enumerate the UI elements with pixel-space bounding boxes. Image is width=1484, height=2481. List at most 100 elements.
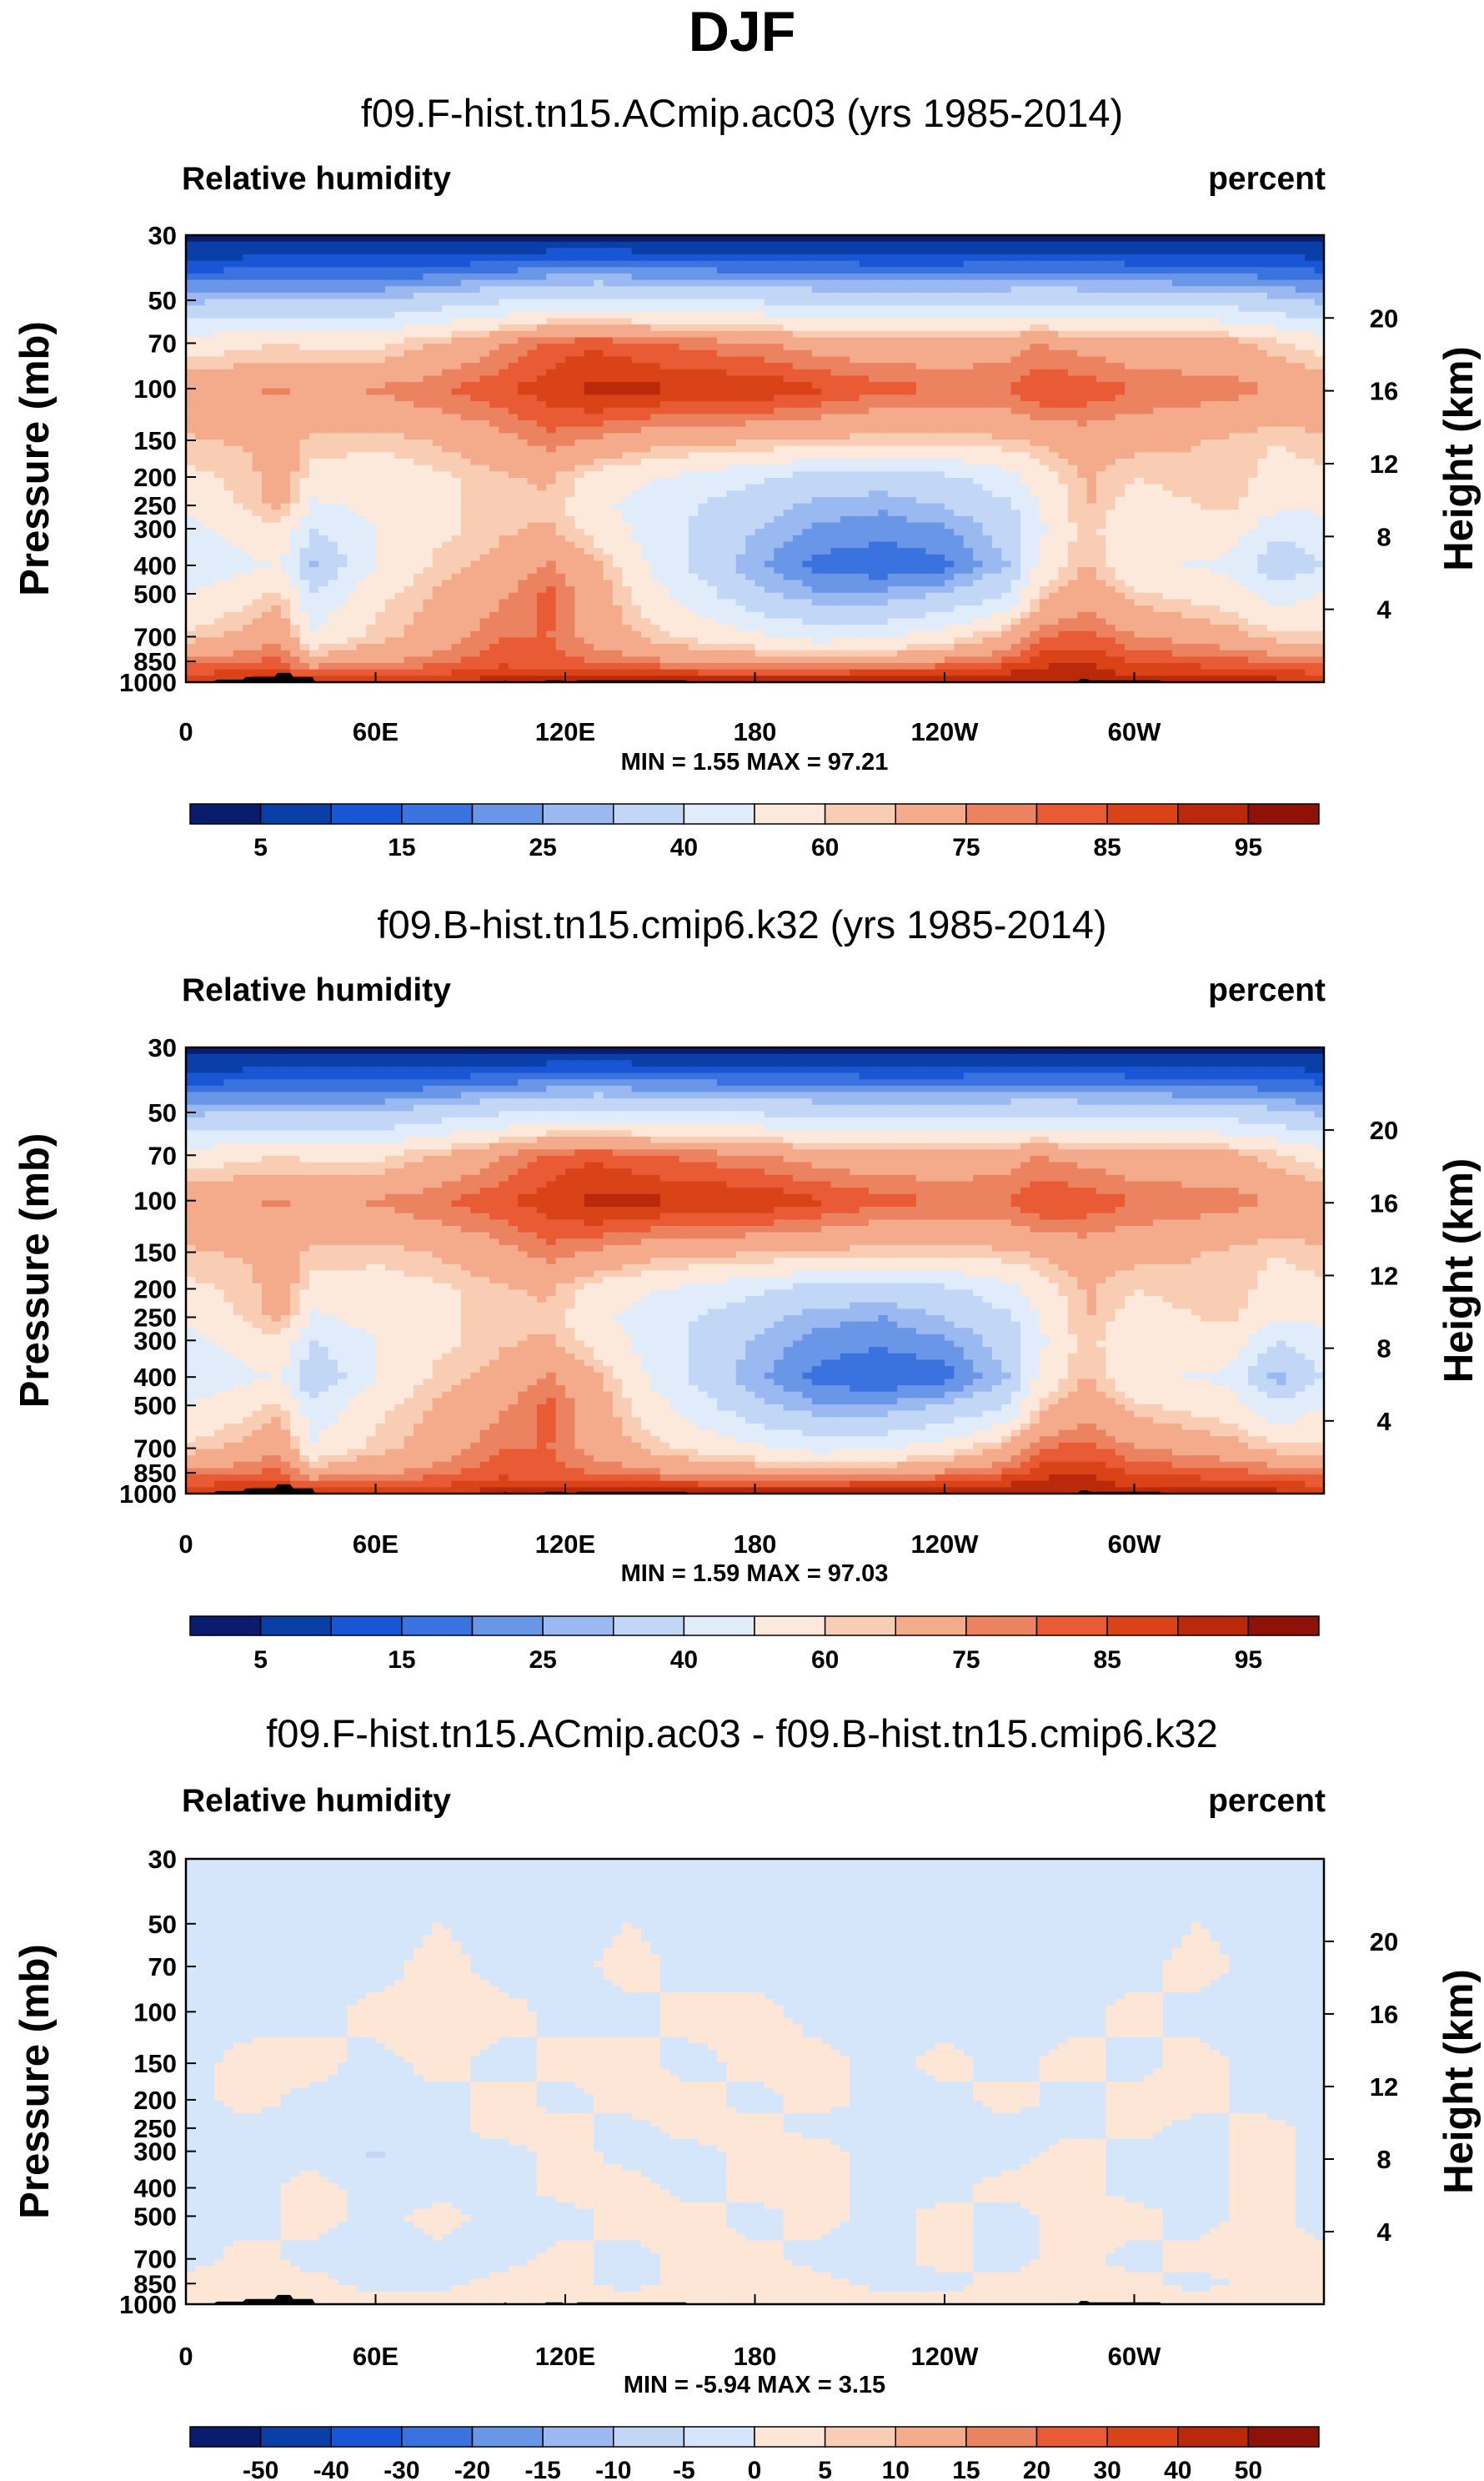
contour-cell [1201,330,1211,339]
contour-cell [375,286,386,294]
contour-cell [432,420,443,428]
contour-cell [1266,490,1277,498]
contour-cell [735,286,746,294]
contour-cell [414,394,424,402]
contour-cell [982,490,993,498]
contour-cell [214,349,225,358]
contour-cell [347,382,358,389]
contour-cell [945,490,955,498]
contour-cell [186,260,196,268]
contour-cell [793,426,803,434]
contour-cell [318,369,329,377]
contour-cell [631,344,642,351]
contour-cell [290,369,301,377]
contour-cell [328,286,338,294]
contour-cell [859,369,870,377]
contour-cell [811,349,822,358]
contour-cell [679,369,689,377]
contour-cell [821,344,832,351]
contour-cell [565,273,575,281]
contour-cell [262,414,272,421]
contour-cell [1172,401,1182,409]
contour-cell [764,356,775,364]
contour-cell [1295,388,1306,396]
contour-cell [821,477,832,485]
contour-cell [1248,369,1258,377]
contour-cell [906,394,917,402]
contour-cell [1181,299,1192,306]
contour-cell [195,490,206,498]
contour-cell [432,260,443,268]
contour-cell [793,349,803,358]
contour-cell [650,299,661,306]
contour-cell [1010,388,1021,396]
contour-cell [811,445,822,453]
contour-cell [830,356,841,364]
contour-cell [1305,363,1316,370]
contour-cell [1039,299,1050,306]
contour-cell [774,299,785,306]
contour-cell [1162,477,1173,485]
contour-cell [830,273,841,281]
contour-cell [536,484,547,491]
contour-cell [707,363,718,370]
contour-cell [925,267,936,274]
contour-cell [973,273,984,281]
contour-cell [1125,407,1136,414]
contour-cell [1305,426,1316,434]
contour-cell [442,356,453,364]
contour-cell [299,311,310,319]
contour-cell [584,490,594,498]
contour-cell [243,477,253,485]
contour-cell [1077,465,1088,472]
contour-cell [1010,324,1021,332]
contour-cell [726,496,737,505]
contour-cell [1143,324,1154,332]
contour-cell [698,337,709,344]
contour-cell [1305,445,1316,453]
contour-cell [214,318,225,325]
contour-cell [830,426,841,434]
contour-cell [1058,459,1069,466]
contour-cell [897,471,908,479]
contour-cell [688,426,699,434]
contour-cell [1238,344,1249,351]
contour-cell [451,349,462,358]
contour-cell [594,349,604,358]
contour-cell [1191,279,1201,287]
contour-cell [1020,260,1030,268]
contour-cell [603,344,614,351]
contour-cell [1086,260,1097,268]
contour-cell [546,318,557,325]
contour-cell [186,337,196,344]
contour-cell [574,439,585,447]
contour-cell [1172,484,1182,491]
contour-cell [489,318,499,325]
contour-cell [338,471,348,479]
contour-cell [755,433,765,440]
contour-cell [688,344,699,351]
contour-cell [850,420,860,428]
contour-cell [1020,452,1030,460]
contour-cell [622,433,633,440]
contour-cell [594,401,604,409]
contour-cell [878,311,889,319]
contour-cell [489,382,499,389]
contour-cell [622,267,633,274]
contour-cell [659,496,670,505]
contour-cell [954,330,965,339]
contour-cell [1257,292,1268,300]
contour-cell [299,490,310,498]
contour-cell [356,330,367,339]
contour-cell [1295,254,1306,262]
contour-cell [679,305,689,313]
contour-cell [1086,388,1097,396]
contour-cell [499,496,509,505]
contour-cell [859,324,870,332]
contour-cell [897,465,908,472]
contour-cell [1039,414,1050,421]
contour-cell [878,471,889,479]
contour-cell [375,496,386,505]
contour-cell [802,394,813,402]
contour-cell [1210,445,1221,453]
